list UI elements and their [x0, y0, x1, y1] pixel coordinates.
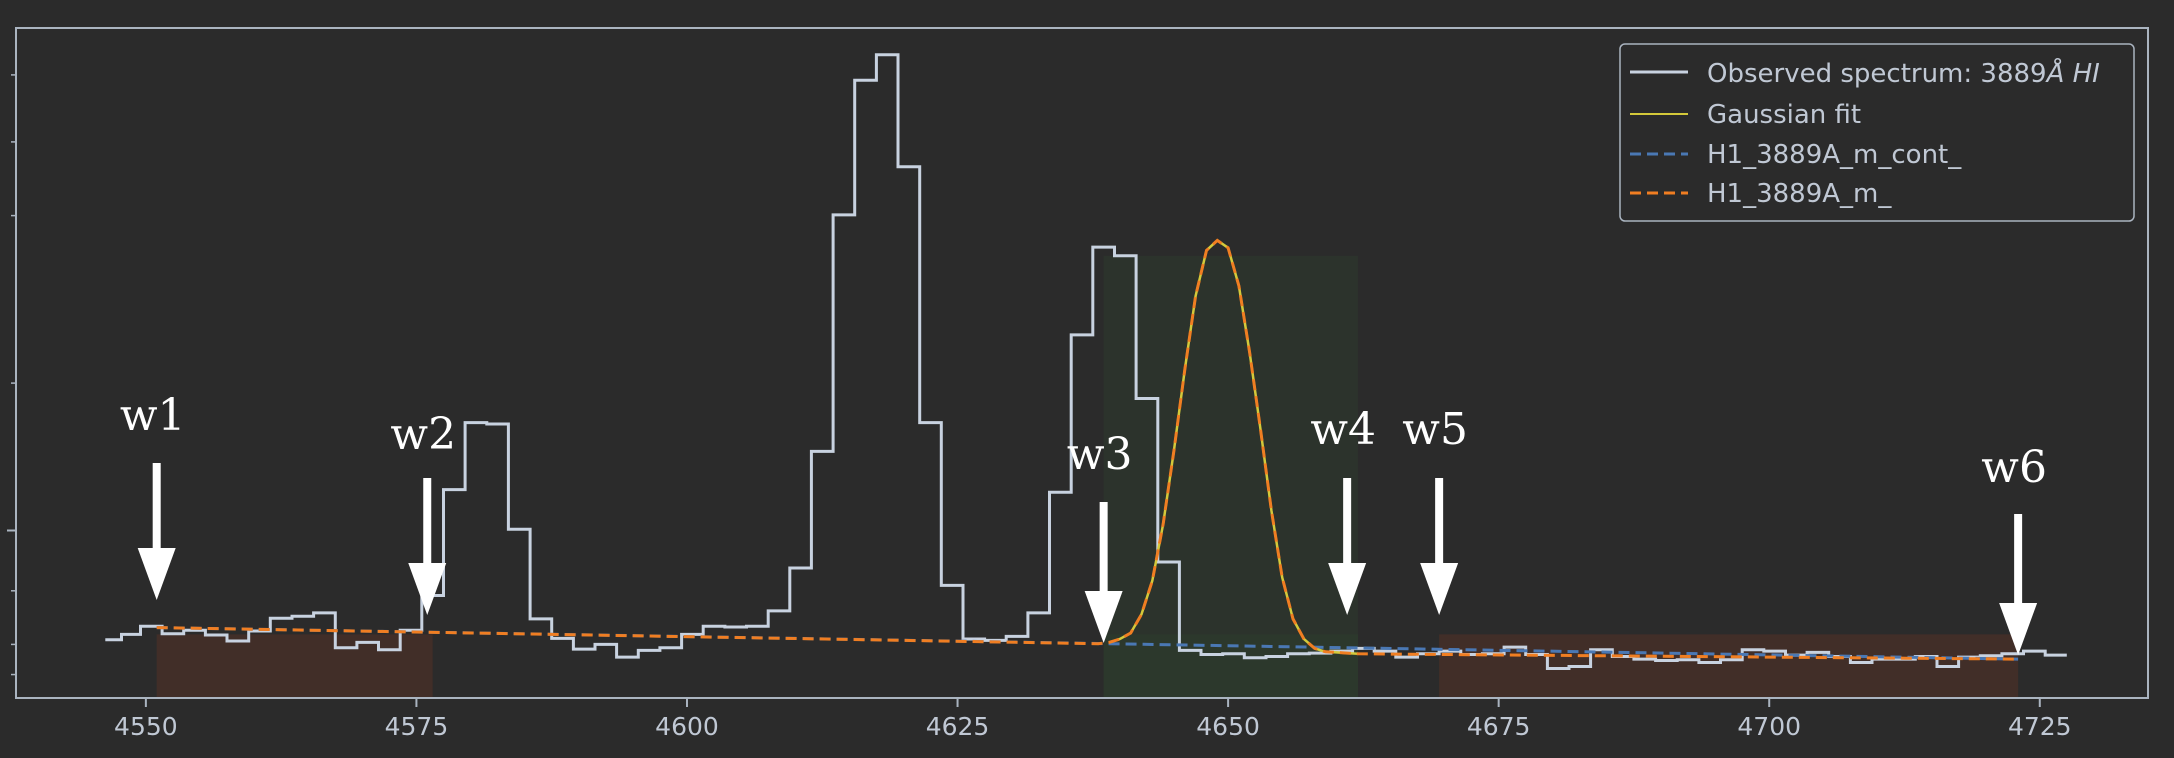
x-tick-label-4550: 4550 [114, 712, 178, 741]
window-arrow-head-w6 [1999, 603, 2038, 655]
window-arrow-head-w4 [1328, 563, 1367, 615]
legend-label-observed: Observed spectrum: 3889Å HI [1707, 57, 2100, 89]
window-marker-w6: w6 [1981, 442, 2047, 655]
window-arrow-shaft-w1 [152, 463, 161, 550]
window-marker-w4: w4 [1310, 404, 1376, 615]
window-arrow-shaft-w6 [2014, 514, 2023, 605]
x-axis-ticks: 4550 4575 4600 4625 4650 4675 4700 4725 [114, 698, 2072, 741]
window-marker-w5: w5 [1402, 404, 1468, 615]
x-tick-label-4650: 4650 [1196, 712, 1260, 741]
shaded-region-continuum-1 [156, 634, 433, 698]
y-axis-ticks [7, 74, 16, 676]
window-marker-w1: w1 [120, 390, 186, 600]
window-marker-label-w3: w3 [1067, 429, 1133, 480]
legend-label-model: H1_3889A_m_ [1707, 179, 1892, 209]
legend-label-gaussian-fit: Gaussian fit [1707, 100, 1861, 130]
shaded-region-continuum-3 [1439, 634, 2019, 698]
window-arrow-shaft-w4 [1343, 478, 1352, 565]
window-markers: w1 w2 w3 w4 w5 w6 [120, 390, 2047, 655]
window-marker-label-w6: w6 [1981, 442, 2047, 493]
x-tick-label-4625: 4625 [926, 712, 990, 741]
window-arrow-head-w2 [408, 563, 447, 615]
window-marker-label-w5: w5 [1402, 404, 1468, 455]
window-marker-label-w2: w2 [390, 409, 456, 460]
window-marker-label-w1: w1 [120, 390, 186, 441]
legend-box [1619, 43, 2135, 222]
window-arrow-shaft-w5 [1435, 478, 1444, 565]
window-marker-label-w4: w4 [1310, 404, 1376, 455]
x-tick-label-4675: 4675 [1467, 712, 1531, 741]
window-marker-w3: w3 [1067, 429, 1133, 643]
window-arrow-shaft-w2 [423, 478, 432, 565]
plot-frame [15, 27, 2149, 699]
window-marker-w2: w2 [390, 409, 456, 615]
shaded-regions [156, 255, 2019, 699]
series-model [156, 238, 2019, 661]
x-tick-label-4725: 4725 [2008, 712, 2072, 741]
window-arrow-head-w3 [1084, 591, 1123, 643]
legend: Observed spectrum: 3889Å HI Gaussian fit… [1619, 43, 2135, 222]
legend-label-cont: H1_3889A_m_cont_ [1707, 140, 1962, 170]
shaded-region-line-peak [1103, 255, 1358, 699]
x-tick-label-4600: 4600 [655, 712, 719, 741]
window-arrow-shaft-w3 [1099, 502, 1108, 593]
window-arrow-head-w5 [1420, 563, 1459, 615]
x-tick-label-4575: 4575 [385, 712, 449, 741]
x-tick-label-4700: 4700 [1737, 712, 1801, 741]
window-arrow-head-w1 [137, 548, 176, 600]
